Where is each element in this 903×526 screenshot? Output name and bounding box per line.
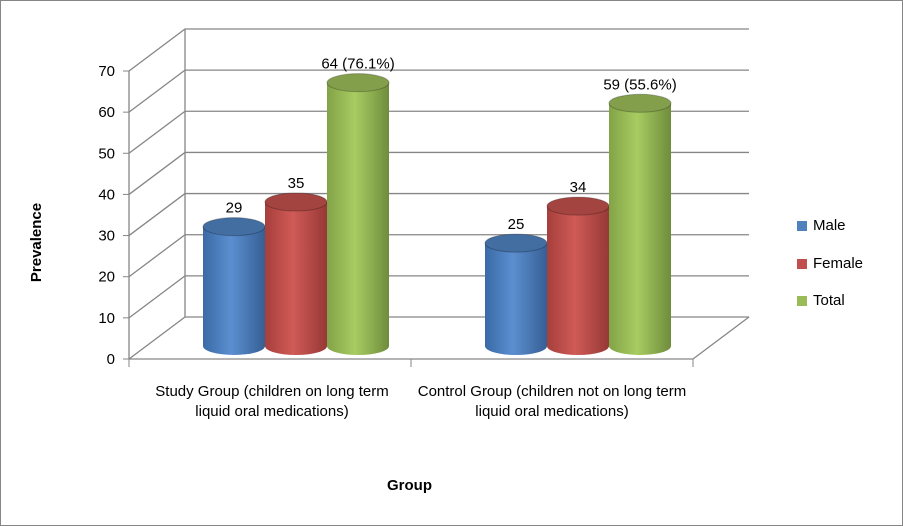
y-tick-label: 30 xyxy=(98,228,115,245)
x-axis-title: Group xyxy=(387,477,432,494)
legend-item-female: Female xyxy=(797,255,863,272)
data-label-male-0: 29 xyxy=(226,200,243,217)
y-tick-label: 50 xyxy=(98,145,115,162)
bar-top-total-0 xyxy=(326,73,390,93)
legend-swatch-male xyxy=(797,220,807,231)
bar-total-1 xyxy=(609,103,671,355)
bar-top-female-1 xyxy=(546,196,610,216)
legend-item-total: Total xyxy=(797,292,845,309)
y-tick-label: 60 xyxy=(98,104,115,121)
bar-female-0 xyxy=(265,202,327,355)
legend-item-male: Male xyxy=(797,217,846,234)
y-tick-label: 20 xyxy=(98,269,115,286)
bar-male-1 xyxy=(485,243,547,355)
y-tick-label: 70 xyxy=(98,63,115,80)
gridline xyxy=(128,28,749,72)
data-label-male-1: 25 xyxy=(508,216,525,233)
data-label-total-1: 59 (55.6%) xyxy=(603,76,676,93)
bar-top-male-0 xyxy=(202,217,266,237)
legend-swatch-female xyxy=(797,258,807,269)
legend-swatch-total xyxy=(797,295,807,306)
category-label-control: Control Group (children not on long term… xyxy=(417,383,687,420)
bar-female-1 xyxy=(547,206,609,355)
category-label-study: Study Group (children on long term liqui… xyxy=(155,383,389,420)
data-label-total-0: 64 (76.1%) xyxy=(321,56,394,73)
data-label-female-0: 35 xyxy=(288,175,305,192)
legend-label-female: Female xyxy=(813,255,864,272)
bar-top-total-1 xyxy=(608,93,672,113)
bar-male-0 xyxy=(203,226,265,355)
y-tick-label: 40 xyxy=(98,186,115,203)
bar-top-male-1 xyxy=(484,233,548,253)
y-tick-label: 10 xyxy=(98,310,115,327)
legend-label-male: Male xyxy=(813,217,846,234)
bar-total-0 xyxy=(327,82,389,355)
y-tick-label: 0 xyxy=(107,351,115,368)
y-axis-title: Prevalence xyxy=(28,202,46,283)
legend-label-total: Total xyxy=(813,292,845,309)
bar-top-female-0 xyxy=(264,192,328,212)
data-label-female-1: 34 xyxy=(570,179,587,196)
